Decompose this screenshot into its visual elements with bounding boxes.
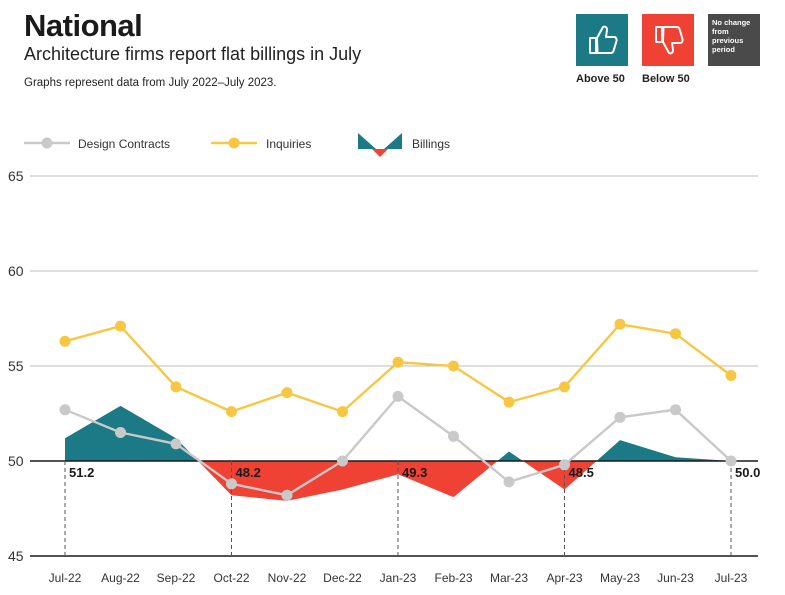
inquiries-point: [392, 356, 404, 368]
y-tick-label: 45: [8, 548, 24, 564]
x-tick-label: Feb-23: [434, 571, 472, 585]
x-tick-label: Jan-23: [380, 571, 417, 585]
legend-design-contracts-marker: [41, 137, 53, 149]
inquiries-point: [115, 320, 126, 332]
thumbs-up-icon: [589, 25, 618, 54]
billings-area-above: [497, 451, 523, 461]
inquiries-point: [281, 387, 293, 399]
inquiries-point: [614, 318, 626, 330]
inquiries-point: [559, 381, 570, 393]
billings-area-above: [65, 405, 199, 461]
inquiries-point: [337, 406, 348, 418]
design-contracts-point: [281, 489, 293, 501]
legend-label-inquiries: Inquiries: [266, 137, 311, 151]
billings-value-label: 50.0: [735, 465, 760, 480]
below-50-key: [642, 14, 694, 66]
x-tick-label: Sep-22: [157, 571, 196, 585]
inquiries-point: [59, 335, 71, 347]
x-tick-label: Jun-23: [657, 571, 694, 585]
legend-billings-below-swatch: [372, 149, 388, 157]
legend-billings-above-swatch: [384, 133, 402, 149]
billings-area-below: [198, 461, 498, 501]
inquiries-point: [226, 406, 237, 418]
design-contracts-point: [559, 459, 570, 471]
no-change-line: previous: [712, 36, 744, 45]
billings-value-label: 51.2: [69, 465, 94, 480]
x-tick-label: Jul-22: [49, 571, 82, 585]
design-contracts-point: [725, 455, 737, 467]
design-contracts-point: [670, 404, 681, 416]
x-tick-label: Dec-22: [323, 571, 362, 585]
x-tick-label: Oct-22: [213, 571, 249, 585]
design-contracts-point: [337, 455, 348, 467]
page-title: National: [24, 8, 143, 43]
x-tick-label: Jul-23: [715, 571, 748, 585]
no-change-line: from: [712, 27, 729, 36]
below-50-label: Below 50: [642, 73, 690, 85]
thumbs-down-icon: [655, 26, 684, 55]
x-tick-label: Aug-22: [101, 571, 140, 585]
design-contracts-point: [503, 476, 515, 488]
y-tick-label: 50: [8, 453, 24, 469]
no-change-key: No change from previous period: [708, 14, 760, 66]
design-contracts-point: [448, 430, 459, 442]
page-subtitle: Architecture firms report flat billings …: [24, 44, 362, 64]
inquiries-point: [503, 396, 515, 408]
x-tick-label: May-23: [600, 571, 640, 585]
inquiries-point: [170, 381, 182, 393]
data-range-note: Graphs represent data from July 2022–Jul…: [24, 77, 277, 89]
billings-value-label: 49.3: [402, 465, 427, 480]
design-contracts-point: [170, 438, 182, 450]
inquiries-point: [670, 328, 681, 340]
design-contracts-point: [392, 390, 404, 402]
legend-label-design-contracts: Design Contracts: [78, 137, 170, 151]
y-tick-label: 60: [8, 263, 24, 279]
design-contracts-point: [59, 404, 71, 416]
design-contracts-point: [115, 427, 126, 438]
design-contracts-point: [226, 478, 237, 490]
no-change-line: No change: [712, 18, 751, 27]
billings-area-below: [522, 461, 597, 490]
legend-inquiries-marker: [228, 137, 240, 149]
x-tick-label: Mar-23: [490, 571, 528, 585]
above-50-label: Above 50: [576, 73, 625, 85]
y-tick-label: 65: [8, 168, 24, 184]
billings-area-above: [596, 440, 731, 461]
legend-label-billings: Billings: [412, 137, 450, 151]
no-change-line: period: [712, 45, 735, 54]
design-contracts-point: [614, 411, 626, 423]
y-tick-label: 55: [8, 358, 24, 374]
inquiries-point: [448, 360, 459, 372]
billings-value-label: 48.2: [236, 465, 261, 480]
inquiries-point: [725, 370, 737, 381]
above-50-key: [576, 14, 628, 66]
billings-value-label: 48.5: [569, 465, 594, 480]
legend-billings-above-swatch: [358, 133, 376, 149]
x-tick-label: Apr-23: [546, 571, 582, 585]
x-tick-label: Nov-22: [268, 571, 307, 585]
